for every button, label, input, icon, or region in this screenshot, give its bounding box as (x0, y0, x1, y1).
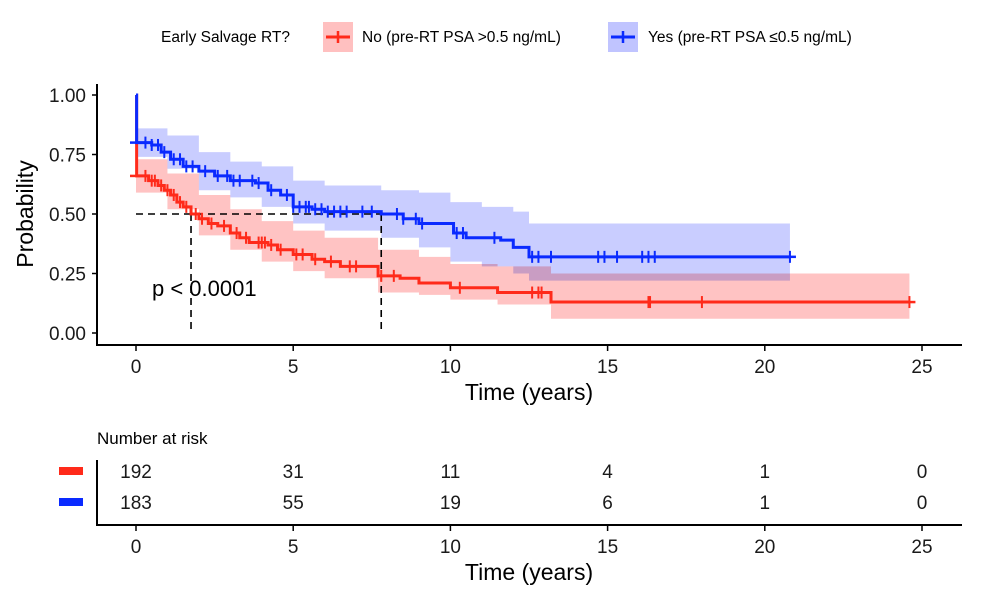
risk-count: 0 (917, 462, 928, 483)
risk-x-tick-label: 5 (288, 537, 299, 558)
p-value-annotation: p < 0.0001 (152, 276, 257, 301)
risk-table-title: Number at risk (97, 429, 208, 448)
y-axis-title: Probability (12, 160, 38, 268)
risk-row-key-yes (59, 498, 83, 506)
risk-row-key-no (59, 467, 83, 475)
x-tick-label: 25 (911, 357, 932, 378)
y-tick-label: 0.25 (49, 265, 86, 286)
legend-label-yes: Yes (pre-RT PSA ≤0.5 ng/mL) (648, 29, 852, 46)
risk-x-tick-label: 25 (911, 537, 932, 558)
risk-count: 1 (760, 493, 771, 514)
ci-band-yes (136, 128, 790, 281)
legend-label-no: No (pre-RT PSA >0.5 ng/mL) (362, 29, 561, 46)
y-tick-label: 0.00 (49, 324, 86, 345)
risk-x-axis-title: Time (years) (465, 559, 593, 585)
risk-count: 1 (760, 462, 771, 483)
y-tick-label: 1.00 (49, 86, 86, 107)
risk-count: 31 (283, 462, 304, 483)
y-tick-label: 0.75 (49, 146, 86, 167)
legend: Early Salvage RT? No (pre-RT PSA >0.5 ng… (161, 22, 852, 52)
x-axis-title: Time (years) (465, 379, 593, 405)
survival-curve-no (135, 93, 910, 304)
risk-x-tick-label: 10 (440, 537, 461, 558)
risk-x-tick-label: 20 (754, 537, 775, 558)
legend-title: Early Salvage RT? (161, 29, 290, 46)
plot-area (130, 93, 916, 333)
x-ticks: 0 5 10 15 20 25 (131, 345, 933, 378)
x-tick-label: 15 (597, 357, 618, 378)
x-tick-label: 10 (440, 357, 461, 378)
risk-count: 55 (283, 493, 304, 514)
x-tick-label: 0 (131, 357, 142, 378)
risk-table: 192 31 11 4 1 0 183 55 19 6 1 0 (59, 462, 927, 514)
risk-count: 0 (917, 493, 928, 514)
risk-x-ticks: 0 5 10 15 20 25 (131, 525, 933, 558)
risk-count: 183 (120, 493, 152, 514)
y-tick-label: 0.50 (49, 205, 86, 226)
risk-count: 19 (440, 493, 461, 514)
risk-x-tick-label: 15 (597, 537, 618, 558)
risk-count: 4 (602, 462, 613, 483)
x-tick-label: 20 (754, 357, 775, 378)
risk-x-tick-label: 0 (131, 537, 142, 558)
risk-count: 192 (120, 462, 152, 483)
y-ticks: 0.00 0.25 0.50 0.75 1.00 (49, 86, 97, 345)
risk-count: 6 (602, 493, 613, 514)
x-tick-label: 5 (288, 357, 299, 378)
risk-count: 11 (441, 462, 461, 483)
